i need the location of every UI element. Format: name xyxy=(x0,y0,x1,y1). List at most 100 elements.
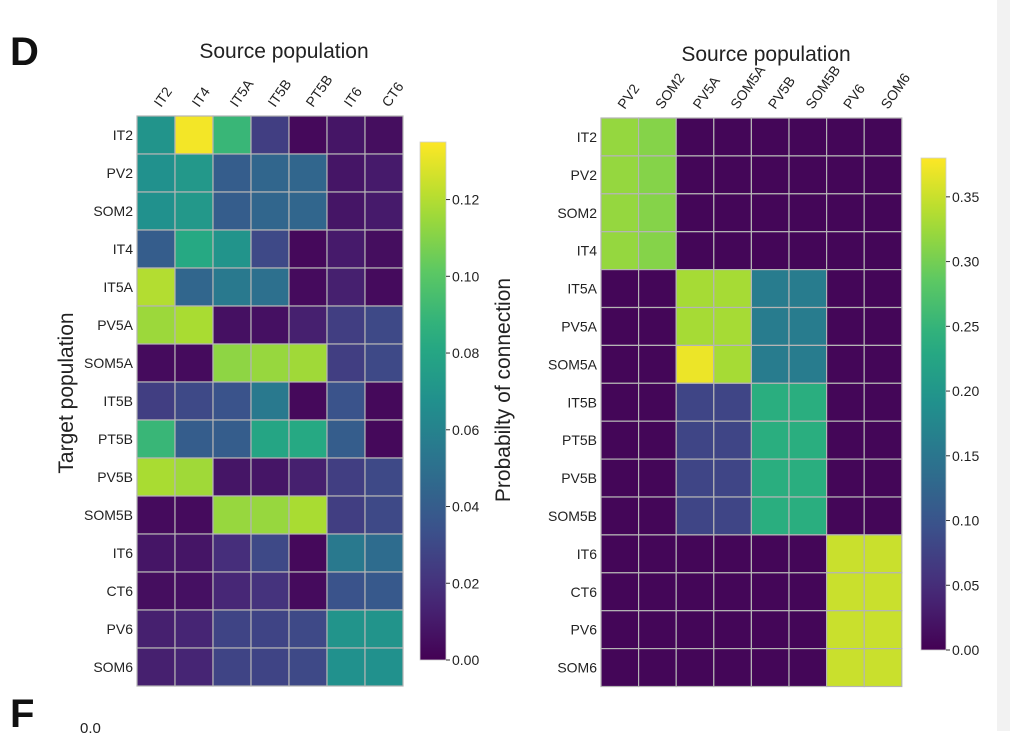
heatmap-2-cell-SOM5B-PV5A xyxy=(675,496,715,536)
heatmap-2-cell-IT2-SOM6 xyxy=(863,117,903,157)
heatmap-2-cell-PV5B-PV5B xyxy=(750,458,790,498)
heatmap-1-row-label: PV6 xyxy=(107,621,134,637)
heatmap-2-cell-IT5B-PV2 xyxy=(600,382,640,422)
heatmap-2-cell-PV5A-SOM2 xyxy=(637,306,677,347)
heatmap-1-cell-PV5A-IT6 xyxy=(326,305,366,345)
heatmap-2-row-label: CT6 xyxy=(571,584,598,600)
panel-label-f: F xyxy=(10,692,35,736)
heatmap-1-cell-IT4-IT5B xyxy=(250,229,290,269)
heatmap-1-cell-PT5B-IT5B xyxy=(250,419,290,459)
heatmap-2-cell-SOM5B-PV5B xyxy=(750,496,790,536)
heatmap-1-cell-PV5A-IT2 xyxy=(136,305,176,345)
heatmap-1-cell-IT6-IT2 xyxy=(136,533,176,573)
heatmap-1-cell-CT6-CT6 xyxy=(364,571,404,611)
heatmap-2-row-label: SOM5A xyxy=(548,356,598,372)
heatmap-1-cell-IT5B-IT2 xyxy=(136,381,176,421)
heatmap-2-cell-PV6-SOM5B xyxy=(788,610,828,650)
heatmap-2-cell-IT2-SOM5A xyxy=(713,117,752,157)
heatmap-1-cell-PT5B-IT4 xyxy=(174,419,214,459)
heatmap-1-row-label: PT5B xyxy=(98,431,133,447)
heatmap-2-row-label: IT5A xyxy=(567,281,597,297)
heatmap-2-col-label: PV5B xyxy=(765,73,799,112)
heatmap-2-cell-PV2-PV6 xyxy=(825,155,865,195)
heatmap-1-cell-SOM2-IT5A xyxy=(212,191,252,231)
heatmap-2-cell-IT5B-SOM5B xyxy=(788,382,828,422)
heatmap-1-cell-IT5A-IT2 xyxy=(136,267,176,307)
heatmap-2-row-label: PT5B xyxy=(562,432,597,448)
heatmap-2-cell-CT6-SOM5B xyxy=(788,572,828,612)
heatmap-1-cell-PV5B-PT5B xyxy=(288,457,328,497)
heatmap-1-cell-IT5A-IT5B xyxy=(250,267,290,307)
heatmap-1-cell-IT4-IT5A xyxy=(212,229,252,269)
heatmap-1-cell-PV5B-IT5B xyxy=(250,457,290,497)
heatmap-1-colorbar-tick-label: 0.04 xyxy=(452,499,479,515)
heatmap-2-cell-SOM5B-SOM5B xyxy=(788,496,828,536)
heatmap-2-cell-IT5A-PV2 xyxy=(600,269,640,309)
heatmap-1-cell-SOM5A-IT4 xyxy=(174,343,214,383)
heatmap-2-cell-SOM5B-SOM6 xyxy=(863,496,903,536)
heatmap-2-cell-PT5B-SOM5B xyxy=(788,420,828,460)
heatmap-1-col-label: IT5A xyxy=(226,76,256,110)
heatmap-1-cell-PV6-IT2 xyxy=(136,609,176,649)
heatmap-1-cell-CT6-IT2 xyxy=(136,571,176,611)
heatmap-2-cell-IT5A-SOM6 xyxy=(863,269,903,309)
heatmap-2-cell-IT4-SOM5A xyxy=(713,231,752,271)
heatmap-1-colorbar-tick-label: 0.08 xyxy=(452,345,479,361)
heatmap-1-cell-IT4-IT6 xyxy=(326,229,366,269)
heatmap-2-cell-PV5A-PV5A xyxy=(675,306,715,347)
heatmap-1-cell-IT4-PT5B xyxy=(288,229,328,269)
heatmap-2-cell-SOM2-PV2 xyxy=(600,193,640,233)
heatmap-2-cell-PV5A-PV2 xyxy=(600,306,640,347)
heatmap-1-cell-PV6-IT5A xyxy=(212,609,252,649)
heatmap-1-cell-SOM6-PT5B xyxy=(288,647,328,687)
heatmap-1-colorbar-tick-label: 0.00 xyxy=(452,652,479,668)
heatmap-1-cell-IT4-IT4 xyxy=(174,229,214,269)
heatmap-1-cell-IT6-IT6 xyxy=(326,533,366,573)
heatmap-2-col-label: SOM2 xyxy=(652,70,688,112)
heatmap-2-col-label: SOM5A xyxy=(727,62,769,112)
heatmap-1-cell-IT6-IT4 xyxy=(174,533,214,573)
heatmap-1-row-label: IT2 xyxy=(113,127,133,143)
heatmap-1-cell-SOM2-PT5B xyxy=(288,191,328,231)
heatmap-2-cell-IT6-SOM5B xyxy=(788,534,828,574)
heatmap-2-cell-PV5B-SOM2 xyxy=(637,458,677,498)
heatmap-1-cell-PV2-PT5B xyxy=(288,153,328,193)
heatmap-2-cell-IT6-SOM2 xyxy=(637,534,677,574)
heatmap-1-row-label: PV2 xyxy=(107,165,134,181)
heatmap-2-cell-IT5B-SOM5A xyxy=(713,382,752,422)
heatmap-2-cell-PV2-PV2 xyxy=(600,155,640,195)
heatmap-1-cell-SOM2-IT5B xyxy=(250,191,290,231)
heatmap-1-cell-IT6-CT6 xyxy=(364,533,404,573)
heatmap-2-cell-PV5A-SOM6 xyxy=(863,306,903,347)
heatmap-2-row-label: SOM5B xyxy=(548,508,597,524)
heatmap-1-ylabel: Target population xyxy=(55,312,78,473)
heatmap-2-cell-SOM6-PV5B xyxy=(750,647,790,688)
heatmap-2-colorbar-tick-label: 0.25 xyxy=(952,318,979,334)
heatmap-1-cell-PV6-IT5B xyxy=(250,609,290,649)
heatmap-2-col-label: PV6 xyxy=(840,81,868,112)
heatmap-1-cell-PV5A-IT5A xyxy=(212,305,252,345)
heatmap-1-cell-IT2-PT5B xyxy=(288,115,328,155)
heatmap-2-cell-SOM2-PV5B xyxy=(750,193,790,233)
heatmap-1-cell-IT4-IT2 xyxy=(136,229,176,269)
heatmap-1-row-label: IT4 xyxy=(113,241,133,257)
heatmap-1-cell-IT5B-CT6 xyxy=(364,381,404,421)
heatmap-1-cells xyxy=(136,115,404,687)
heatmap-1-cell-PV5B-IT2 xyxy=(136,457,176,497)
heatmap-2-colorbar-tick-label: 0.05 xyxy=(952,577,979,593)
heatmap-2-row-label: PV6 xyxy=(571,622,598,638)
heatmap-1-cell-SOM5A-IT5A xyxy=(212,343,252,383)
heatmap-2-cell-SOM5B-SOM5A xyxy=(713,496,752,536)
heatmap-2-cell-SOM2-SOM2 xyxy=(637,193,677,233)
heatmap-1-row-label: SOM5A xyxy=(84,355,134,371)
heatmap-1-cell-PT5B-IT2 xyxy=(136,419,176,459)
heatmap-1-cell-SOM5B-PT5B xyxy=(288,495,328,535)
heatmap-1-cell-PT5B-PT5B xyxy=(288,419,328,459)
heatmap-1-cell-SOM2-IT2 xyxy=(136,191,176,231)
heatmap-2-cell-PV6-PV5A xyxy=(675,610,715,650)
heatmap-1-cell-SOM5B-IT2 xyxy=(136,495,176,535)
heatmap-2-cell-IT4-SOM5B xyxy=(788,231,828,271)
heatmap-2-cell-IT2-SOM5B xyxy=(788,117,828,157)
heatmap-1-colorbar-tick-label: 0.10 xyxy=(452,268,479,284)
heatmap-1-cell-PT5B-CT6 xyxy=(364,419,404,459)
